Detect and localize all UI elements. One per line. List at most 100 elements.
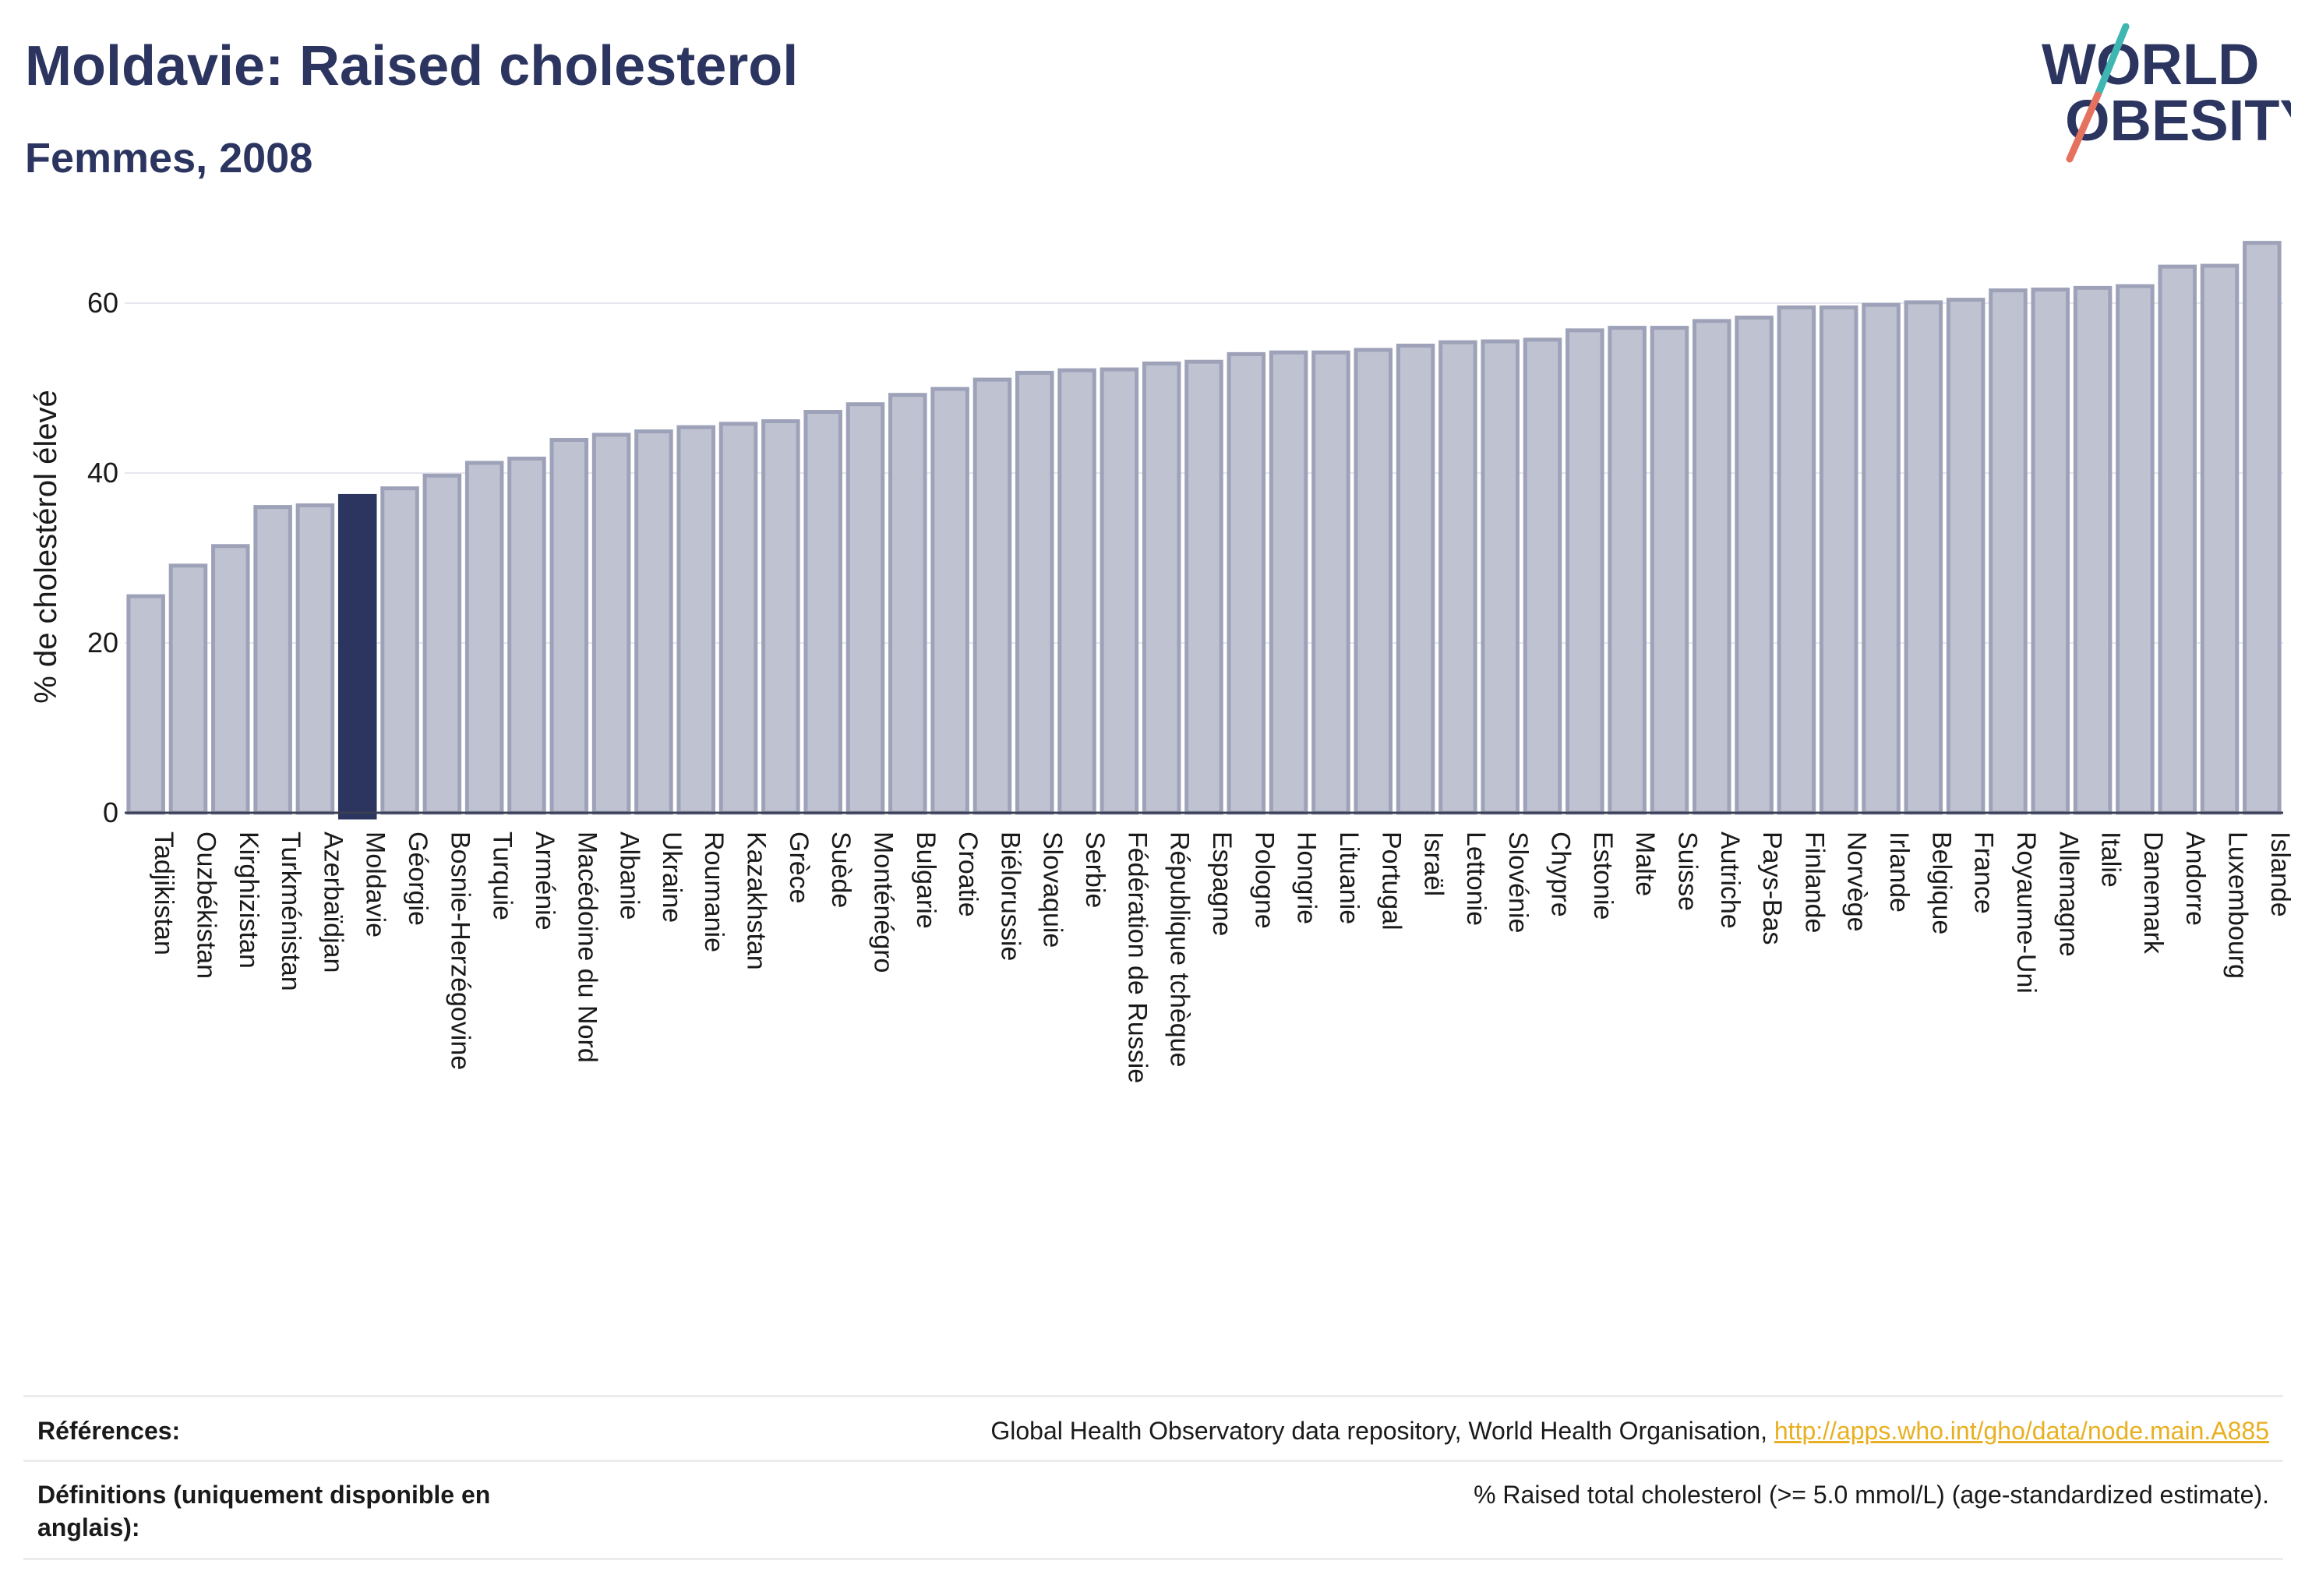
references-link[interactable]: http://apps.who.int/gho/data/node.main.A… bbox=[1774, 1417, 2269, 1445]
page-subtitle: Femmes, 2008 bbox=[25, 135, 313, 182]
bar-france bbox=[1946, 298, 1986, 815]
definitions-value: % Raised total cholesterol (>= 5.0 mmol/… bbox=[1474, 1481, 2269, 1509]
x-tick-label: République tchèque bbox=[1165, 832, 1195, 1067]
x-tick-label: Arménie bbox=[530, 832, 559, 930]
bar-royaume-uni bbox=[1989, 288, 2028, 815]
x-tick-label: Biélorussie bbox=[995, 832, 1025, 961]
footer-divider bbox=[23, 1460, 2283, 1462]
x-tick-label: Israël bbox=[1419, 832, 1449, 896]
bar-turkménistan bbox=[253, 505, 292, 815]
bar-suisse bbox=[1650, 326, 1689, 815]
x-tick-label: Albanie bbox=[615, 832, 644, 920]
bar-bosnie-herzégovine bbox=[422, 473, 462, 815]
bar-finlande bbox=[1777, 305, 1816, 815]
footer-table: Références: Global Health Observatory da… bbox=[23, 1395, 2283, 1561]
bar-italie bbox=[2073, 285, 2113, 815]
bar-chart: 0 20 40 60 Tadjikistan Ouzbékistan Kirghizist… bbox=[29, 241, 2295, 1083]
bar-islande bbox=[2243, 241, 2282, 815]
x-tick-label: Macédoine du Nord bbox=[572, 832, 602, 1063]
bar-slovaquie bbox=[1015, 370, 1054, 815]
x-tick-label: Belgique bbox=[1926, 832, 1956, 934]
bar-ukraine bbox=[634, 429, 673, 815]
x-tick-label: Lettonie bbox=[1461, 832, 1491, 926]
bar-andorre bbox=[2158, 264, 2197, 815]
x-tick-label: Portugal bbox=[1376, 832, 1406, 930]
bar-autriche bbox=[1692, 319, 1731, 815]
y-axis-ticks: 0 20 40 60 bbox=[87, 287, 118, 828]
bar-lituanie bbox=[1311, 350, 1350, 815]
x-tick-label: Malte bbox=[1630, 832, 1660, 896]
references-row: Références: Global Health Observatory da… bbox=[23, 1414, 2283, 1460]
bar-chypre bbox=[1523, 337, 1562, 815]
bar-roumanie bbox=[676, 425, 716, 815]
x-tick-label: Allemagne bbox=[2053, 832, 2083, 957]
bar-tadjikistan bbox=[126, 594, 165, 815]
bar-luxembourg bbox=[2200, 263, 2240, 815]
x-tick-label: Suède bbox=[826, 832, 856, 908]
references-text: Global Health Observatory data repositor… bbox=[990, 1417, 1774, 1445]
x-tick-label: Chypre bbox=[1546, 832, 1576, 917]
bar-albanie bbox=[591, 433, 631, 815]
bar-lettonie bbox=[1438, 340, 1477, 815]
footer-bottom-border bbox=[23, 1558, 2283, 1560]
x-tick-label: Turquie bbox=[488, 832, 517, 920]
x-tick-label: Azerbaïdjan bbox=[318, 832, 348, 973]
bar-pologne bbox=[1227, 351, 1266, 815]
definitions-row: Définitions (uniquement disponible en an… bbox=[23, 1478, 2283, 1548]
bar-kirghizistan bbox=[211, 544, 250, 815]
logo-line1: WORLD bbox=[2042, 32, 2260, 97]
x-tick-label: Monténégro bbox=[868, 832, 898, 973]
x-tick-label: Lituanie bbox=[1334, 832, 1364, 924]
bar-ouzbékistan bbox=[168, 563, 208, 815]
bar-slovénie bbox=[1481, 339, 1520, 815]
x-tick-label: Roumanie bbox=[699, 832, 729, 952]
y-tick-label: 20 bbox=[87, 627, 118, 659]
bars bbox=[126, 241, 2282, 820]
bar-azerbaïdjan bbox=[295, 503, 335, 815]
x-tick-label: Bulgarie bbox=[911, 832, 941, 929]
bar-pays-bas bbox=[1735, 316, 1774, 815]
x-tick-label: France bbox=[1969, 832, 1999, 914]
x-tick-label: Grèce bbox=[784, 832, 814, 904]
bar-espagne bbox=[1184, 359, 1223, 815]
bar-biélorussie bbox=[972, 377, 1012, 815]
bar-hongrie bbox=[1269, 350, 1308, 815]
x-tick-label: Pays-Bas bbox=[1757, 832, 1787, 945]
bar-norvège bbox=[1819, 305, 1858, 815]
bar-géorgie bbox=[380, 486, 419, 815]
x-tick-label: Géorgie bbox=[403, 832, 432, 926]
logo-line2: OBESITY bbox=[2065, 88, 2291, 153]
x-tick-label: Fédération de Russie bbox=[1122, 832, 1152, 1083]
bar-fédération-de-russie bbox=[1100, 367, 1139, 815]
x-tick-label: Ouzbékistan bbox=[191, 832, 221, 979]
page-title: Moldavie: Raised cholesterol bbox=[25, 35, 799, 97]
x-tick-label: Croatie bbox=[953, 832, 983, 917]
bar-serbie bbox=[1057, 368, 1096, 815]
x-tick-label: Luxembourg bbox=[2223, 832, 2253, 979]
bar-malte bbox=[1608, 326, 1647, 815]
x-tick-label: Tadjikistan bbox=[149, 832, 178, 955]
logo-slash-coral bbox=[2066, 91, 2102, 163]
x-tick-label: Slovaquie bbox=[1038, 832, 1068, 948]
y-tick-label: 40 bbox=[87, 457, 118, 489]
x-tick-label: Norvège bbox=[1842, 832, 1872, 932]
x-tick-label: Serbie bbox=[1080, 832, 1110, 908]
y-tick-label: 60 bbox=[87, 287, 118, 319]
bar-danemark bbox=[2116, 284, 2155, 815]
x-tick-label: Turkménistan bbox=[276, 832, 305, 991]
definitions-label: Définitions (uniquement disponible en an… bbox=[37, 1481, 491, 1541]
bar-belgique bbox=[1904, 300, 1943, 815]
x-tick-label: Moldavie bbox=[361, 832, 390, 937]
bar-croatie bbox=[930, 387, 969, 815]
references-label: Références: bbox=[37, 1417, 181, 1445]
x-tick-label: Ukraine bbox=[657, 832, 687, 923]
x-tick-label: Slovénie bbox=[1503, 832, 1533, 933]
x-tick-label: Bosnie-Herzégovine bbox=[445, 832, 475, 1070]
logo-slash-teal bbox=[2094, 23, 2130, 99]
world-obesity-logo: WORLD OBESITY bbox=[2042, 23, 2291, 163]
x-tick-label: Hongrie bbox=[1292, 832, 1322, 924]
bar-moldavie bbox=[337, 493, 377, 820]
bar-irlande bbox=[1862, 302, 1901, 815]
x-tick-label: Pologne bbox=[1249, 832, 1279, 929]
bar-estonie bbox=[1565, 328, 1604, 815]
